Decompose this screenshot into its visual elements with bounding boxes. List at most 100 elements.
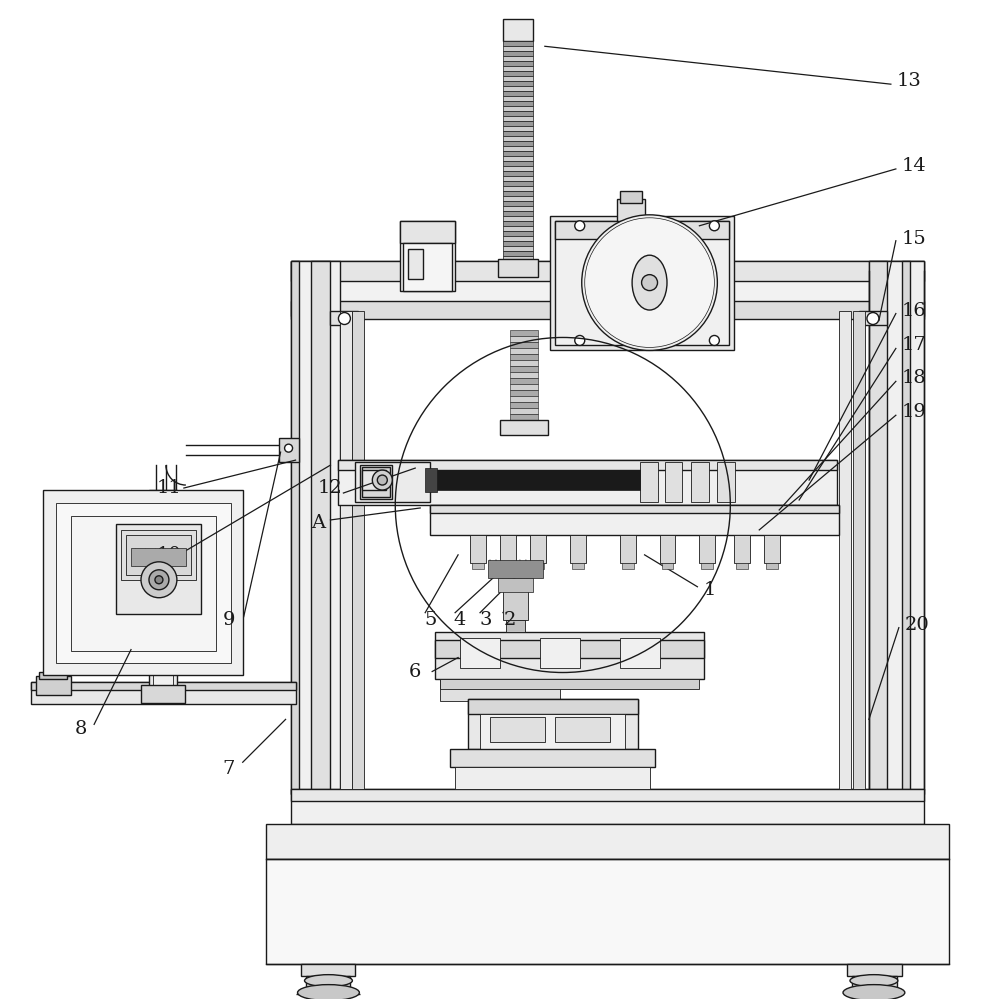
Bar <box>431 470 640 490</box>
Bar <box>503 51 533 56</box>
Text: 15: 15 <box>901 230 926 248</box>
Text: 8: 8 <box>75 720 87 738</box>
Bar <box>330 311 359 325</box>
Bar <box>503 66 533 71</box>
Bar <box>498 259 538 277</box>
Bar <box>510 384 538 390</box>
Bar <box>31 682 296 704</box>
Bar <box>869 261 924 794</box>
Circle shape <box>575 335 585 345</box>
Bar <box>503 201 533 206</box>
Bar <box>291 261 299 794</box>
Bar <box>403 243 452 291</box>
Bar <box>503 211 533 216</box>
Bar <box>311 261 330 794</box>
Bar <box>291 301 924 319</box>
Bar <box>278 438 299 462</box>
Bar <box>291 789 924 824</box>
Bar <box>498 578 533 592</box>
Bar <box>503 101 533 106</box>
Bar <box>540 638 580 668</box>
Bar <box>500 420 548 435</box>
Bar <box>503 76 533 81</box>
Bar <box>153 494 173 685</box>
Bar <box>510 354 538 360</box>
Bar <box>435 632 705 679</box>
Bar <box>503 106 533 111</box>
Bar <box>847 964 901 976</box>
Bar <box>503 226 533 231</box>
Circle shape <box>377 475 387 485</box>
Bar <box>503 146 533 151</box>
Circle shape <box>285 444 293 452</box>
Circle shape <box>867 313 879 324</box>
Bar <box>503 221 533 226</box>
Bar <box>291 261 924 316</box>
Circle shape <box>575 221 585 231</box>
Circle shape <box>149 570 169 590</box>
Bar <box>619 535 636 563</box>
Text: 11: 11 <box>156 479 181 497</box>
Circle shape <box>338 313 350 324</box>
Bar <box>503 241 533 246</box>
Bar <box>510 420 538 426</box>
Bar <box>510 396 538 402</box>
Bar <box>852 976 896 996</box>
Bar <box>503 246 533 251</box>
Bar <box>503 96 533 101</box>
Bar <box>510 372 538 378</box>
Bar <box>340 311 352 789</box>
Bar <box>426 468 437 492</box>
Bar <box>621 563 634 569</box>
Bar <box>503 81 533 86</box>
Bar <box>488 560 543 578</box>
Bar <box>503 161 533 166</box>
Bar <box>736 563 748 569</box>
Bar <box>503 91 533 96</box>
Bar <box>640 462 658 502</box>
Bar <box>503 196 533 201</box>
Bar <box>126 535 191 575</box>
Bar <box>472 563 484 569</box>
Bar <box>440 679 700 689</box>
Bar <box>691 462 710 502</box>
Bar <box>468 699 638 714</box>
Bar <box>400 221 455 291</box>
Bar <box>36 676 71 695</box>
Bar <box>766 563 779 569</box>
Bar <box>530 535 546 563</box>
Bar <box>450 749 655 767</box>
Bar <box>510 336 538 342</box>
Bar <box>506 620 525 632</box>
Bar <box>39 672 67 679</box>
Bar <box>338 460 837 470</box>
Bar <box>570 535 586 563</box>
Text: 1: 1 <box>703 581 716 599</box>
Bar <box>554 717 609 742</box>
Bar <box>460 638 500 668</box>
Bar <box>859 311 887 325</box>
Bar <box>470 535 486 563</box>
Bar <box>265 824 949 859</box>
Bar <box>764 535 781 563</box>
Text: 17: 17 <box>901 336 926 354</box>
Bar <box>56 503 231 663</box>
Bar <box>510 414 538 420</box>
Bar <box>408 249 424 279</box>
Text: 12: 12 <box>318 479 343 497</box>
Text: 20: 20 <box>904 616 929 634</box>
Circle shape <box>710 335 720 345</box>
Text: 6: 6 <box>409 663 422 681</box>
Bar <box>116 524 201 614</box>
Bar <box>71 516 216 651</box>
Bar <box>503 136 533 141</box>
Bar <box>702 563 714 569</box>
Bar <box>662 563 673 569</box>
Text: A: A <box>312 514 325 532</box>
Bar <box>400 221 455 243</box>
Bar <box>503 166 533 171</box>
Bar <box>510 408 538 414</box>
Text: 10: 10 <box>156 546 181 564</box>
Bar <box>503 206 533 211</box>
Bar <box>503 186 533 191</box>
